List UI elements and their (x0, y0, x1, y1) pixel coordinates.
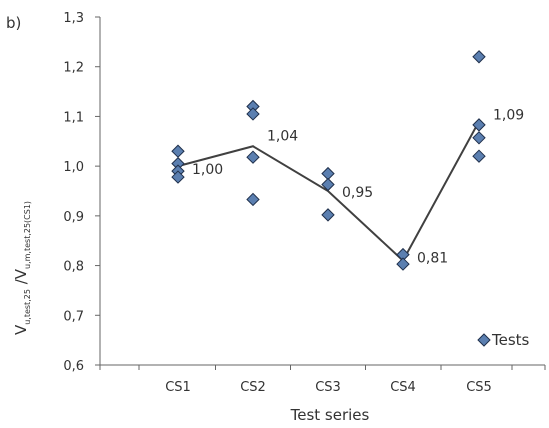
x-tick-label: CS4 (390, 380, 416, 395)
test-marker (321, 208, 335, 222)
test-marker (321, 166, 335, 181)
y-tick-label: 0,7 (63, 309, 84, 324)
y-tick-label: 0,6 (63, 359, 84, 374)
test-markers (171, 50, 486, 271)
data-label: 0,95 (342, 185, 373, 201)
data-labels: 1,00 1,04 0,95 0,81 1,09 (192, 107, 524, 266)
test-marker (246, 150, 260, 164)
mean-line-path (177, 120, 480, 263)
test-marker (396, 257, 410, 271)
x-tick-labels: CS1 CS2 CS3 CS4 CS5 (165, 380, 492, 395)
test-marker (246, 192, 260, 207)
y-axis-title-sep: /V (12, 268, 30, 289)
y-tick-label: 0,9 (63, 210, 84, 225)
y-tick-label: 0,8 (63, 260, 84, 275)
legend-label: Tests (491, 331, 530, 349)
x-tick-label: CS1 (165, 380, 191, 395)
test-marker (472, 149, 486, 163)
y-axis-title: Vu,test,25 /Vu,m,test,25(CS1) (12, 201, 32, 335)
mean-line (177, 120, 480, 263)
data-label: 1,04 (267, 128, 298, 144)
legend: Tests (477, 331, 530, 349)
x-tick-label: CS5 (466, 380, 492, 395)
svg-text:Vu,test,25 /Vu,m,test,25(CS1): Vu,test,25 /Vu,m,test,25(CS1) (12, 201, 32, 335)
test-marker (472, 118, 486, 132)
data-label: 0,81 (417, 251, 448, 267)
test-marker (472, 50, 486, 64)
y-tick-label: 1,2 (63, 61, 84, 76)
test-marker (321, 177, 335, 192)
panel-label: b) (6, 14, 21, 32)
y-axis-title-sep-sub: u,m,test,25(CS1) (23, 201, 32, 269)
x-tick-label: CS2 (240, 380, 266, 395)
test-marker (246, 107, 260, 121)
y-axis-title-main: V (12, 324, 30, 335)
legend-marker-diamond (477, 333, 491, 347)
y-tick-label: 1,3 (63, 11, 84, 26)
y-tick-label: 1,1 (63, 110, 84, 125)
axes (99, 17, 546, 370)
test-marker (472, 131, 486, 145)
test-marker (171, 170, 185, 184)
data-label: 1,00 (192, 162, 223, 178)
x-tick-label: CS3 (315, 380, 341, 395)
data-label: 1,09 (493, 107, 524, 123)
x-axis-title: Test series (290, 406, 370, 424)
y-axis-title-main-sub: u,test,25 (23, 289, 32, 325)
legend-marker (477, 333, 491, 347)
y-tick-label: 1,0 (63, 160, 84, 175)
y-ticks: 0,6 0,7 0,8 0,9 1,0 1,1 1,2 1,3 (63, 11, 100, 374)
test-marker (171, 144, 185, 158)
